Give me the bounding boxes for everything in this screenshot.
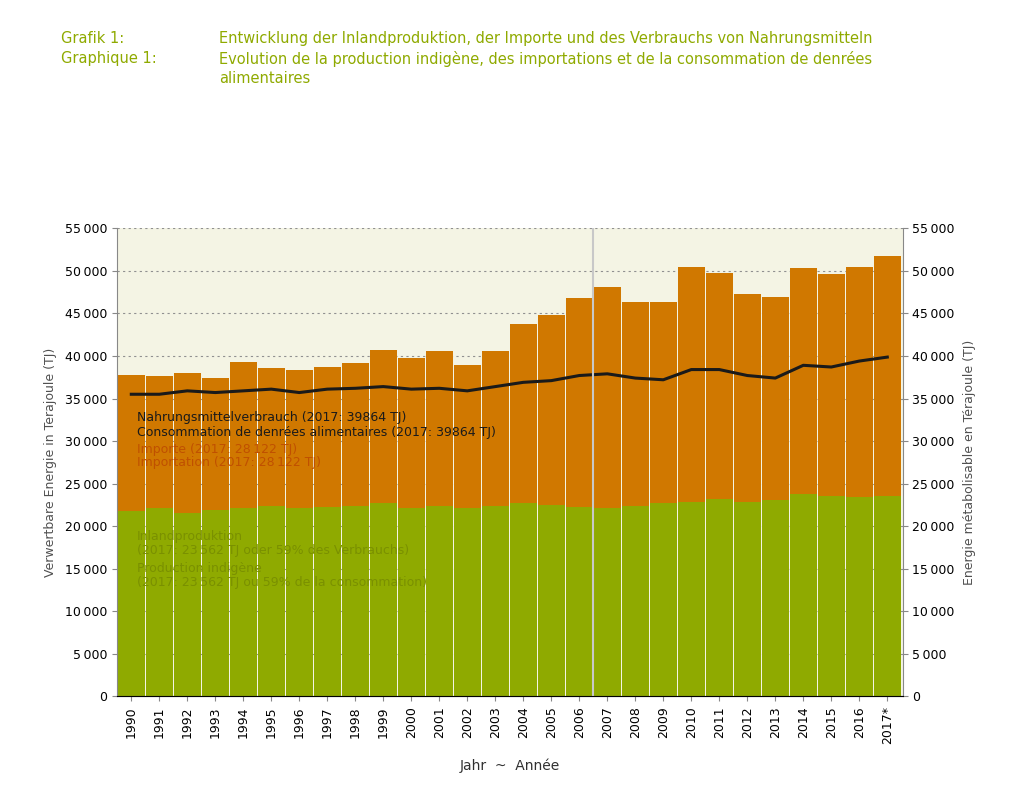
Text: Consommation de denrées alimentaires (2017: 39864 TJ): Consommation de denrées alimentaires (20… bbox=[137, 426, 495, 439]
Bar bbox=[677, 268, 704, 501]
Bar bbox=[313, 367, 340, 508]
Text: Evolution de la production indigène, des importations et de la consommation de d: Evolution de la production indigène, des… bbox=[219, 51, 871, 67]
Text: (2017: 23 562 TJ oder 59% des Verbrauchs): (2017: 23 562 TJ oder 59% des Verbrauchs… bbox=[137, 544, 409, 557]
Bar bbox=[761, 500, 789, 696]
Bar bbox=[453, 508, 481, 696]
Bar bbox=[537, 505, 565, 696]
Text: Inlandproduktion: Inlandproduktion bbox=[137, 530, 243, 544]
Bar bbox=[537, 315, 565, 505]
Bar bbox=[649, 503, 677, 696]
Bar bbox=[817, 274, 844, 496]
Bar bbox=[593, 508, 621, 696]
Bar bbox=[173, 373, 201, 512]
Y-axis label: Energie métabolisable en Térajoule (TJ): Energie métabolisable en Térajoule (TJ) bbox=[962, 340, 975, 585]
Bar bbox=[510, 503, 536, 696]
Bar bbox=[285, 508, 313, 696]
Bar bbox=[845, 268, 872, 497]
Bar bbox=[872, 496, 900, 696]
Bar bbox=[369, 503, 396, 696]
Bar bbox=[425, 506, 452, 696]
Text: Importation (2017: 28 122 TJ): Importation (2017: 28 122 TJ) bbox=[137, 456, 321, 469]
Bar bbox=[621, 302, 648, 506]
Bar bbox=[761, 297, 789, 500]
Text: alimentaires: alimentaires bbox=[219, 71, 310, 86]
Text: Entwicklung der Inlandproduktion, der Importe und des Verbrauchs von Nahrungsmit: Entwicklung der Inlandproduktion, der Im… bbox=[219, 31, 872, 46]
Bar bbox=[258, 506, 284, 696]
Bar bbox=[872, 257, 900, 496]
Bar bbox=[146, 508, 173, 696]
Text: Nahrungsmittelverbrauch (2017: 39864 TJ): Nahrungsmittelverbrauch (2017: 39864 TJ) bbox=[137, 412, 406, 424]
Bar bbox=[173, 512, 201, 696]
Bar bbox=[845, 497, 872, 696]
Bar bbox=[229, 362, 257, 508]
Bar bbox=[789, 494, 816, 696]
Text: Production indigène: Production indigène bbox=[137, 562, 262, 575]
Bar bbox=[229, 508, 257, 696]
Text: (2017: 23 562 TJ ou 59% de la consommation): (2017: 23 562 TJ ou 59% de la consommati… bbox=[137, 575, 427, 589]
Bar bbox=[285, 371, 313, 508]
Bar bbox=[341, 506, 369, 696]
Bar bbox=[258, 368, 284, 506]
X-axis label: Jahr  ~  Année: Jahr ~ Année bbox=[460, 758, 559, 773]
Text: Graphique 1:: Graphique 1: bbox=[61, 51, 157, 66]
Bar bbox=[481, 351, 508, 506]
Bar bbox=[313, 508, 340, 696]
Bar bbox=[146, 376, 173, 508]
Bar bbox=[453, 365, 481, 508]
Text: Importe (2017: 28 122 TJ): Importe (2017: 28 122 TJ) bbox=[137, 443, 297, 456]
Bar bbox=[565, 507, 592, 696]
Bar bbox=[481, 506, 508, 696]
Bar bbox=[789, 268, 816, 494]
Bar bbox=[397, 508, 425, 696]
Bar bbox=[705, 273, 733, 499]
Bar bbox=[202, 510, 229, 696]
Bar bbox=[425, 351, 452, 506]
Bar bbox=[677, 501, 704, 696]
Bar bbox=[733, 502, 760, 696]
Bar bbox=[733, 294, 760, 502]
Bar bbox=[593, 287, 621, 508]
Bar bbox=[621, 506, 648, 696]
Bar bbox=[649, 302, 677, 503]
Bar bbox=[705, 499, 733, 696]
Bar bbox=[397, 359, 425, 508]
Bar bbox=[817, 496, 844, 696]
Bar bbox=[341, 363, 369, 506]
Bar bbox=[510, 324, 536, 503]
Bar bbox=[202, 378, 229, 510]
Bar bbox=[117, 511, 145, 696]
Bar bbox=[117, 375, 145, 511]
Bar bbox=[369, 350, 396, 503]
Bar bbox=[565, 298, 592, 507]
Y-axis label: Verwertbare Energie in Terajoule (TJ): Verwertbare Energie in Terajoule (TJ) bbox=[44, 348, 57, 577]
Text: Grafik 1:: Grafik 1: bbox=[61, 31, 124, 46]
